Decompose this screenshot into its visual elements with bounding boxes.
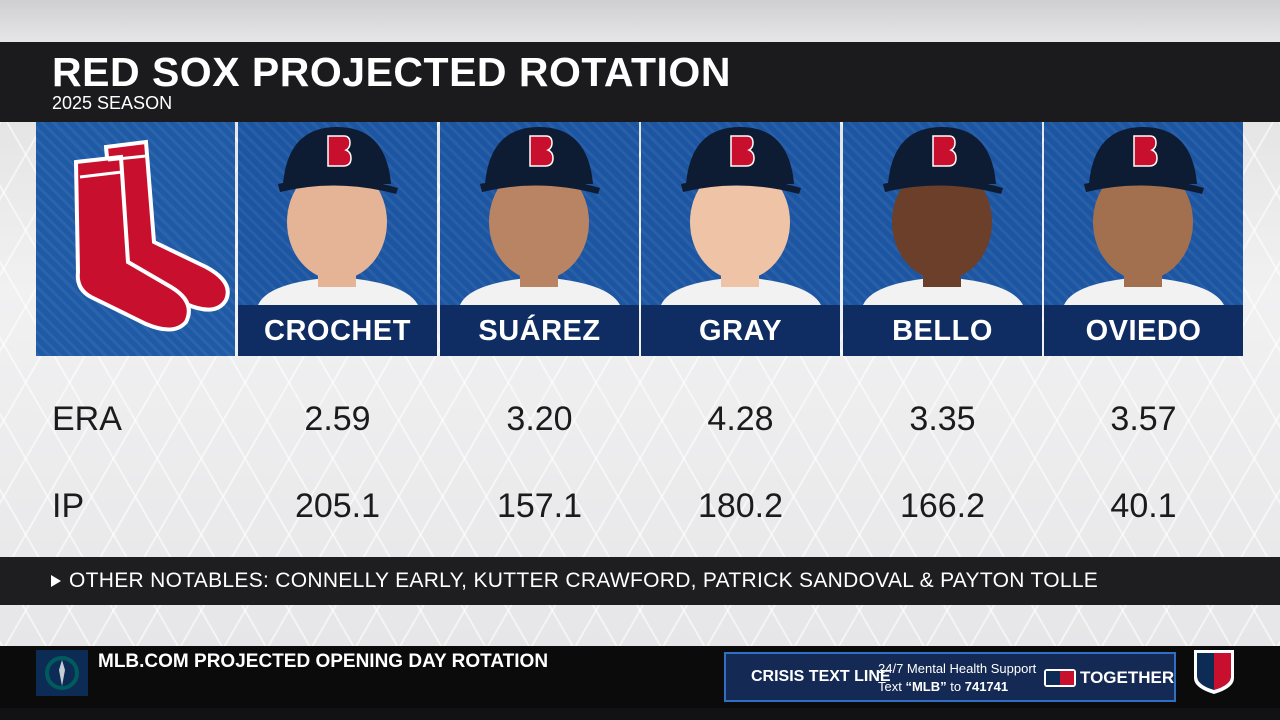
notables-text: OTHER NOTABLES: CONNELLY EARLY, KUTTER C… [69, 569, 1099, 592]
title: RED SOX PROJECTED ROTATION [52, 49, 731, 95]
stat-value: 180.2 [697, 487, 784, 525]
stat-value: 3.20 [506, 400, 573, 438]
crisis-line: Text “MLB” to 741741 [878, 680, 1008, 693]
ticker-bottom [0, 708, 1280, 720]
crisis-to: to [950, 679, 962, 694]
stat-value: 205.1 [294, 487, 381, 525]
network-logo [1194, 650, 1234, 694]
player-name: GRAY [641, 305, 840, 356]
subtitle: 2025 SEASON [52, 93, 173, 113]
together: TOGETHER [1080, 668, 1175, 687]
crisis-title: CRISIS TEXT LINE [751, 668, 891, 685]
stat-value: 3.57 [1110, 400, 1177, 438]
player-name: BELLO [843, 305, 1042, 356]
header-bar [0, 42, 1280, 122]
sox-logo [73, 139, 230, 332]
crisis-number: 741741 [964, 679, 1009, 694]
player-panel: CROCHET [238, 122, 437, 356]
stat-value: 3.35 [909, 400, 976, 438]
player-name: SUÁREZ [440, 305, 639, 356]
player-name: CROCHET [238, 305, 437, 356]
player-photo [1064, 127, 1224, 305]
player-photo [661, 127, 821, 305]
crisis-box [724, 652, 1176, 702]
stat-label: IP [52, 487, 85, 525]
player-name: OVIEDO [1044, 305, 1243, 356]
player-panel: OVIEDO [1044, 122, 1243, 356]
team-logo [36, 122, 235, 356]
team-icon [36, 650, 88, 696]
bullet-arrow [51, 575, 61, 587]
player-photo [258, 127, 418, 305]
crisis-keyword: “MLB” [905, 679, 947, 694]
notables-bar [0, 557, 1280, 605]
crisis-line: 24/7 Mental Health Support [878, 661, 1037, 676]
stat-value: 40.1 [1110, 487, 1177, 525]
mlb-logo [1044, 669, 1076, 687]
stat-value: 166.2 [899, 487, 986, 525]
player-panels: CROCHET SUÁREZ GRAY BELLO OVIEDO [36, 122, 1243, 356]
top-band [0, 0, 1280, 42]
stat-value: 157.1 [496, 487, 583, 525]
stat-value: 2.59 [304, 400, 371, 438]
player-panel: GRAY [641, 122, 840, 356]
player-photo [863, 127, 1023, 305]
player-panel: SUÁREZ [440, 122, 639, 356]
stat-label: ERA [52, 400, 122, 438]
ticker-headline: MLB.COM PROJECTED OPENING DAY ROTATION [98, 651, 549, 672]
player-photo [460, 127, 620, 305]
stat-value: 4.28 [707, 400, 774, 438]
crisis-text: Text [878, 679, 902, 694]
player-panel: BELLO [843, 122, 1042, 356]
